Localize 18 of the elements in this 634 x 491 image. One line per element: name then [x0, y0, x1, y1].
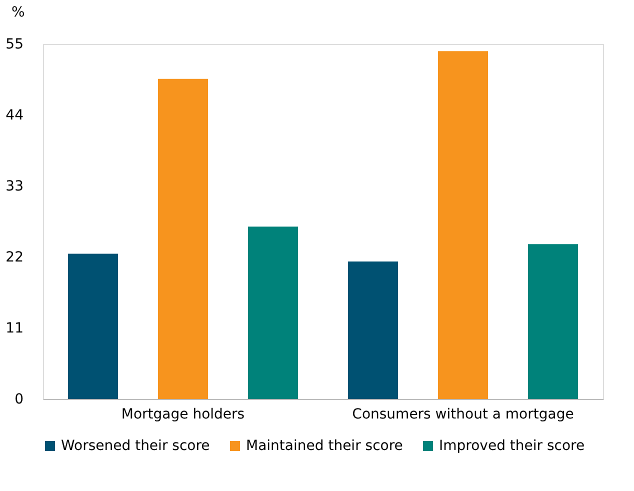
- x-tick-label: Consumers without a mortgage: [352, 406, 574, 422]
- legend-label: Worsened their score: [61, 438, 210, 454]
- y-tick-label: 0: [14, 392, 24, 408]
- bar: [348, 262, 398, 399]
- legend-label: Maintained their score: [246, 438, 403, 454]
- legend-label: Improved their score: [439, 438, 585, 454]
- y-tick-label: 44: [6, 108, 24, 124]
- bar: [68, 254, 118, 399]
- bar: [158, 78, 208, 399]
- bar: [438, 51, 488, 399]
- bar: [528, 244, 578, 399]
- y-tick-label: 22: [6, 250, 24, 266]
- y-tick-label: 55: [6, 36, 24, 52]
- bar: [248, 226, 298, 399]
- y-axis-title: %: [12, 4, 25, 20]
- y-tick-label: 33: [6, 178, 24, 194]
- x-tick-label: Mortgage holders: [121, 406, 245, 422]
- y-tick-label: 11: [6, 320, 24, 336]
